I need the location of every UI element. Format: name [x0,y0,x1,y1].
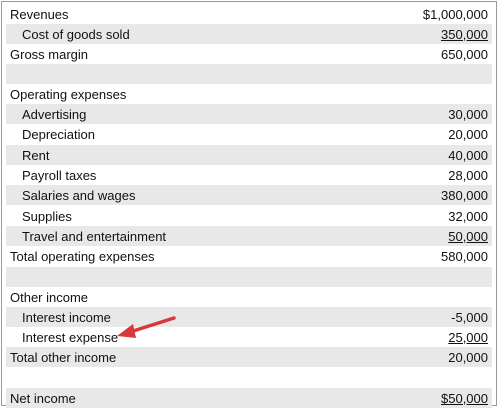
row-label: Net income [10,390,76,406]
row-label: Interest income [22,309,111,325]
row-label: Total other income [10,349,117,365]
row-interest-income: Interest income -5,000 [6,307,492,327]
row-spacer [6,368,492,388]
row-label: Revenues [10,6,69,22]
row-depreciation: Depreciation 20,000 [6,124,492,144]
row-gross-margin: Gross margin 650,000 [6,44,492,64]
row-spacer [6,267,492,287]
row-amount: 28,000 [448,167,488,183]
row-amount: 40,000 [448,147,488,163]
row-label: Supplies [22,208,72,224]
row-advertising: Advertising 30,000 [6,104,492,124]
row-amount: 50,000 [448,228,488,244]
row-amount: 20,000 [448,126,488,142]
row-amount: 650,000 [441,46,488,62]
section-heading: Operating expenses [10,86,127,102]
row-label: Total operating expenses [10,248,155,264]
row-revenues: Revenues $1,000,000 [6,4,492,24]
row-travel-and-entertainment: Travel and entertainment 50,000 [6,226,492,246]
row-cost-of-goods-sold: Cost of goods sold 350,000 [6,24,492,44]
row-amount: 20,000 [448,349,488,365]
row-operating-expenses-heading: Operating expenses [6,84,492,104]
row-amount: $50,000 [441,390,488,406]
row-rent: Rent 40,000 [6,145,492,165]
row-total-other-income: Total other income 20,000 [6,347,492,367]
row-payroll-taxes: Payroll taxes 28,000 [6,165,492,185]
row-total-operating-expenses: Total operating expenses 580,000 [6,246,492,266]
row-amount: 25,000 [448,329,488,345]
row-supplies: Supplies 32,000 [6,206,492,226]
row-amount: $1,000,000 [422,6,488,22]
row-label: Travel and entertainment [22,228,167,244]
row-amount: 30,000 [448,106,488,122]
row-label: Cost of goods sold [22,26,130,42]
row-amount: -5,000 [451,309,488,325]
row-salaries-and-wages: Salaries and wages 380,000 [6,185,492,205]
row-label: Interest expense [22,329,119,345]
row-label: Depreciation [22,126,95,142]
row-amount: 350,000 [441,26,488,42]
row-label: Advertising [22,106,87,122]
row-amount: 380,000 [441,187,488,203]
row-label: Gross margin [10,46,89,62]
row-interest-expense: Interest expense 25,000 [6,327,492,347]
row-label: Payroll taxes [22,167,97,183]
row-spacer [6,64,492,84]
section-heading: Other income [10,289,89,305]
row-label: Salaries and wages [22,187,136,203]
row-amount: 580,000 [441,248,488,264]
row-other-income-heading: Other income [6,287,492,307]
row-amount: 32,000 [448,208,488,224]
row-net-income: Net income $50,000 [6,388,492,408]
row-label: Rent [22,147,50,163]
